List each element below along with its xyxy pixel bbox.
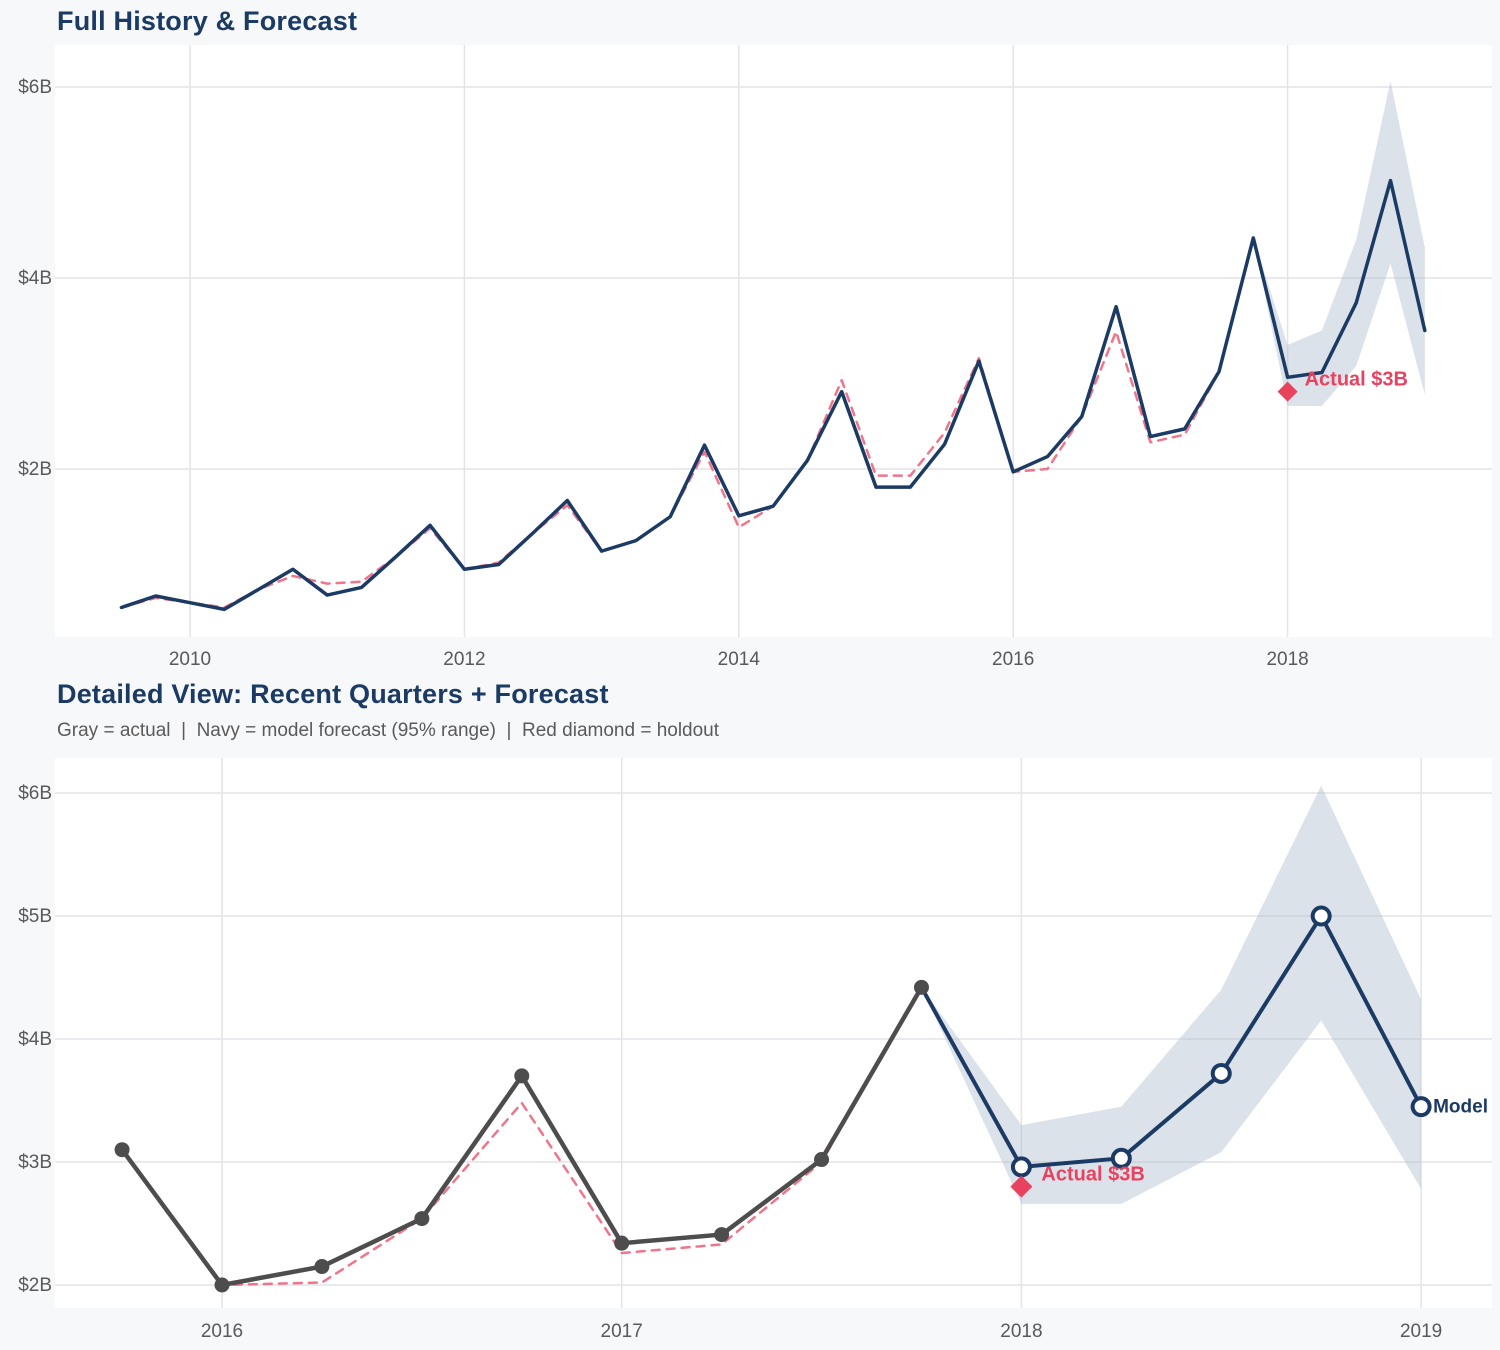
holdout-annotation-text: Actual $3B [1041,1164,1144,1186]
detailed-view-chart-title: Detailed View: Recent Quarters + Forecas… [57,679,609,709]
model-fit-line [120,986,923,1287]
x-tick-label: 2019 [1400,1321,1442,1342]
actual-point [514,1068,530,1084]
model-forecast-point [1010,1156,1032,1178]
actual-point [414,1211,430,1227]
y-tick-label: $2B [18,459,52,480]
holdout-diamond-icon [1277,381,1298,402]
model-forecast-point [1410,1096,1432,1118]
actual-point [913,979,929,995]
y-tick-label: $5B [18,906,52,927]
actual-point [114,1142,130,1158]
y-tick-label: $3B [18,1152,52,1173]
plot-area [55,758,1492,1308]
y-tick-label: $6B [18,77,52,98]
x-tick-label: 2010 [169,649,211,670]
actual-point [814,1152,830,1168]
confidence-band [921,785,1422,1204]
x-tick-label: 2017 [601,1321,643,1342]
model-label-text: Model [1433,1097,1488,1118]
y-tick-label: $6B [18,783,52,804]
actual-point [614,1235,630,1251]
x-tick-label: 2018 [1266,649,1308,670]
full-history-chart-title: Full History & Forecast [57,6,358,36]
confidence-band [1253,81,1425,406]
model-fit-line [120,236,1255,609]
holdout-annotation-text: Actual $3B [1305,369,1408,391]
x-tick-label: 2016 [201,1321,243,1342]
plot-area [55,45,1492,637]
x-tick-label: 2018 [1000,1321,1042,1342]
holdout-diamond-icon [1010,1175,1033,1198]
actual-point [714,1227,730,1243]
actual-point [214,1277,230,1293]
full-history-chart: Actual $3B $2B $4B $6B 2010 2012 2014 2016 2018 [18,45,1492,670]
y-tick-label: $2B [18,1275,52,1296]
x-tick-label: 2012 [443,649,485,670]
model-forecast-point [1110,1147,1132,1169]
x-tick-label: 2014 [718,649,761,670]
detailed-view-chart: Actual $3B Model $2B $3B $4B $5B $6B 2016 2017 20… [18,758,1492,1342]
model-forecast-point [1210,1062,1232,1084]
y-tick-label: $4B [18,268,52,289]
model-forecast-point [1310,905,1332,927]
y-tick-label: $4B [18,1029,52,1050]
x-tick-label: 2016 [992,649,1034,670]
actual-point [314,1259,330,1275]
actual-and-forecast-line [119,178,1427,612]
detailed-view-legend-subtitle: Gray = actual | Navy = model forecast (9… [57,720,720,741]
model-forecast-line [919,914,1424,1169]
